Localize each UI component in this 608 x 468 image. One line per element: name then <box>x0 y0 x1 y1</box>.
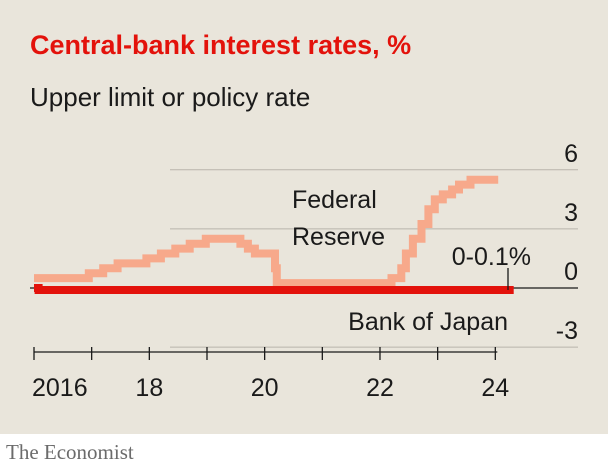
x-tick-label: 2016 <box>32 374 88 402</box>
annotation-boj-range: 0-0.1% <box>452 243 531 271</box>
source-credit: The Economist <box>6 440 134 464</box>
annotation-reserve: Reserve <box>292 223 385 251</box>
series-lines <box>34 175 514 294</box>
y-tick-label: -3 <box>556 317 578 345</box>
y-tick-label: 3 <box>564 199 578 227</box>
annotation-bank-of-japan: Bank of Japan <box>348 308 508 336</box>
line-chart: 6 3 0 -3 2016 18 20 22 24 Federal Reserve 0-0.1… <box>30 140 578 402</box>
chart-panel: Central-bank interest rates, % Upper lim… <box>0 0 608 434</box>
y-tick-label: 6 <box>564 140 578 168</box>
x-axis: 2016 18 20 22 24 <box>32 268 509 402</box>
series-line-federal-reserve <box>34 175 499 288</box>
x-tick-label: 22 <box>366 374 394 402</box>
series-line-bank-of-japan <box>34 284 514 294</box>
y-axis-labels: 6 3 0 -3 <box>556 140 578 345</box>
x-tick-label: 18 <box>135 374 163 402</box>
chart-title: Central-bank interest rates, % <box>30 30 412 60</box>
y-tick-label: 0 <box>564 258 578 286</box>
annotations: Federal Reserve 0-0.1% Bank of Japan <box>292 186 531 336</box>
x-tick-label: 20 <box>251 374 279 402</box>
x-tick-label: 24 <box>481 374 509 402</box>
chart-subtitle: Upper limit or policy rate <box>30 82 311 112</box>
annotation-federal: Federal <box>292 186 377 214</box>
